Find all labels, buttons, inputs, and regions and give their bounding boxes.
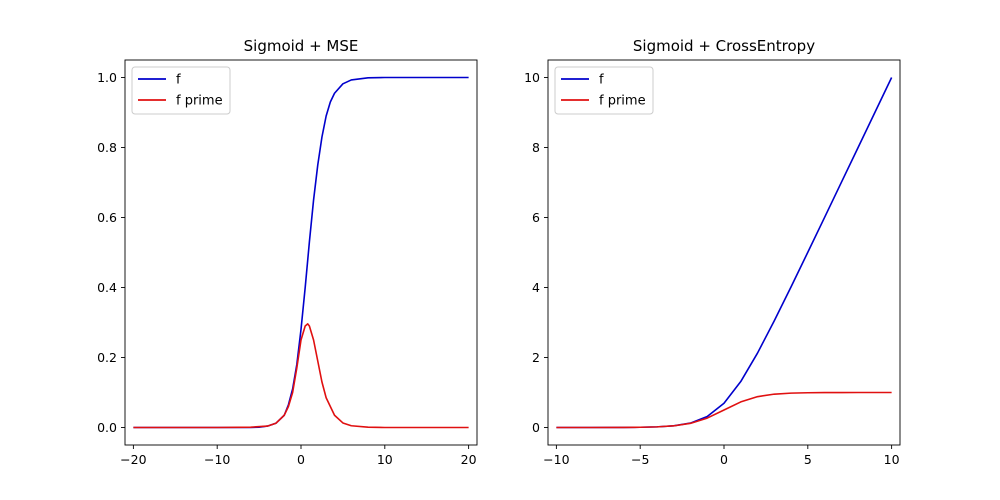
y-tick-label: 2 — [532, 350, 540, 365]
legend-label: f — [599, 73, 604, 88]
y-tick-label: 8 — [532, 140, 540, 155]
x-tick-label: −20 — [120, 452, 146, 467]
series-line-f-prime — [133, 323, 469, 429]
series-line-f-prime — [556, 391, 892, 429]
x-tick-label: −10 — [204, 452, 230, 467]
axes-frame — [547, 59, 901, 446]
y-tick-label: 0.6 — [97, 210, 117, 225]
y-tick-label: 0.8 — [97, 140, 117, 155]
chart-sigmoid-mse: Sigmoid + MSE −20 −10 0 10 20 0.0 0.2 0.4 0.6 0.8 1… — [97, 37, 478, 467]
chart-sigmoid-crossentropy: Sigmoid + CrossEntropy −10 −5 0 5 10 0 2 4 6 8 10 ff… — [524, 37, 901, 467]
y-tick-label: 0.4 — [97, 280, 117, 295]
axes-frame — [124, 59, 478, 446]
legend-label: f prime — [176, 94, 223, 109]
x-tick-label: 10 — [377, 452, 393, 467]
x-tick-label: 20 — [461, 452, 477, 467]
legend-label: f — [176, 73, 181, 88]
x-tick-label: −10 — [543, 452, 569, 467]
y-tick-label: 10 — [524, 70, 540, 85]
x-tick-label: −5 — [631, 452, 649, 467]
legend: f f prime — [554, 66, 654, 115]
y-tick-label: 0 — [532, 420, 540, 435]
x-tick-label: 10 — [884, 452, 900, 467]
y-tick-label: 0.0 — [97, 420, 117, 435]
chart-title: Sigmoid + CrossEntropy — [633, 37, 815, 55]
y-tick-label: 1.0 — [97, 70, 117, 85]
x-tick-label: 0 — [720, 452, 728, 467]
y-tick-label: 4 — [532, 280, 540, 295]
x-tick-label: 5 — [804, 452, 812, 467]
y-tick-label: 0.2 — [97, 350, 117, 365]
series-line-f — [556, 77, 893, 429]
y-tick-label: 6 — [532, 210, 540, 225]
legend: f f prime — [131, 66, 231, 115]
x-tick-label: 0 — [297, 452, 305, 467]
chart-title: Sigmoid + MSE — [244, 37, 359, 55]
series-line-f — [133, 76, 469, 429]
legend-label: f prime — [599, 94, 646, 109]
